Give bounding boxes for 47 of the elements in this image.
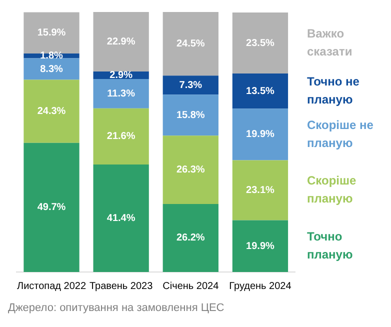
x-tick-label: Грудень 2024 [229,280,292,292]
series-label: Скоріше не планую [307,118,374,150]
data-label: 49.7% [37,202,66,214]
data-label: 26.2% [176,232,205,244]
series-label: Точно не планую [307,74,360,106]
data-label: 15.8% [176,110,205,121]
data-label: 23.1% [246,185,274,196]
series-label: Важко сказати [307,26,352,58]
bar [232,74,288,109]
data-label: 21.6% [106,131,136,142]
data-label: 41.4% [106,212,136,224]
bar [24,80,80,143]
bar [162,94,218,136]
bar [232,220,288,272]
data-label: 24.5% [176,38,205,50]
bar [162,136,218,204]
x-tick-label: Травень 2023 [89,280,154,292]
data-label: 19.9% [246,129,274,140]
data-label: 2.9% [110,70,133,81]
bar [93,79,149,108]
data-label: 19.9% [246,240,274,252]
data-label: 15.9% [37,28,66,39]
bar [162,12,218,76]
series-label: Точно планую [307,229,353,262]
bar [24,58,80,80]
data-label: 1.8% [40,50,64,62]
x-tick-label: Січень 2024 [162,280,220,292]
bar [232,108,288,160]
data-label: 11.3% [107,88,136,100]
data-label: 23.5% [246,38,274,49]
bar [162,204,218,272]
data-label: 26.3% [176,164,205,176]
text: Джерело: опитування на замовлення ЦЕС [8,302,226,314]
bar [93,108,149,164]
data-label: 8.3% [40,64,64,75]
x-tick-label: Листопад 2022 [17,280,86,292]
data-label: 22.9% [106,36,136,48]
bar [232,160,288,220]
series-label: Скоріше планую [307,174,357,206]
bar [93,164,149,272]
data-label: 7.3% [179,80,202,91]
bar [232,12,288,74]
data-label: 13.5% [246,86,274,97]
bar [93,12,149,72]
bar [162,76,218,95]
bar [24,142,80,272]
data-label: 24.3% [37,106,66,118]
